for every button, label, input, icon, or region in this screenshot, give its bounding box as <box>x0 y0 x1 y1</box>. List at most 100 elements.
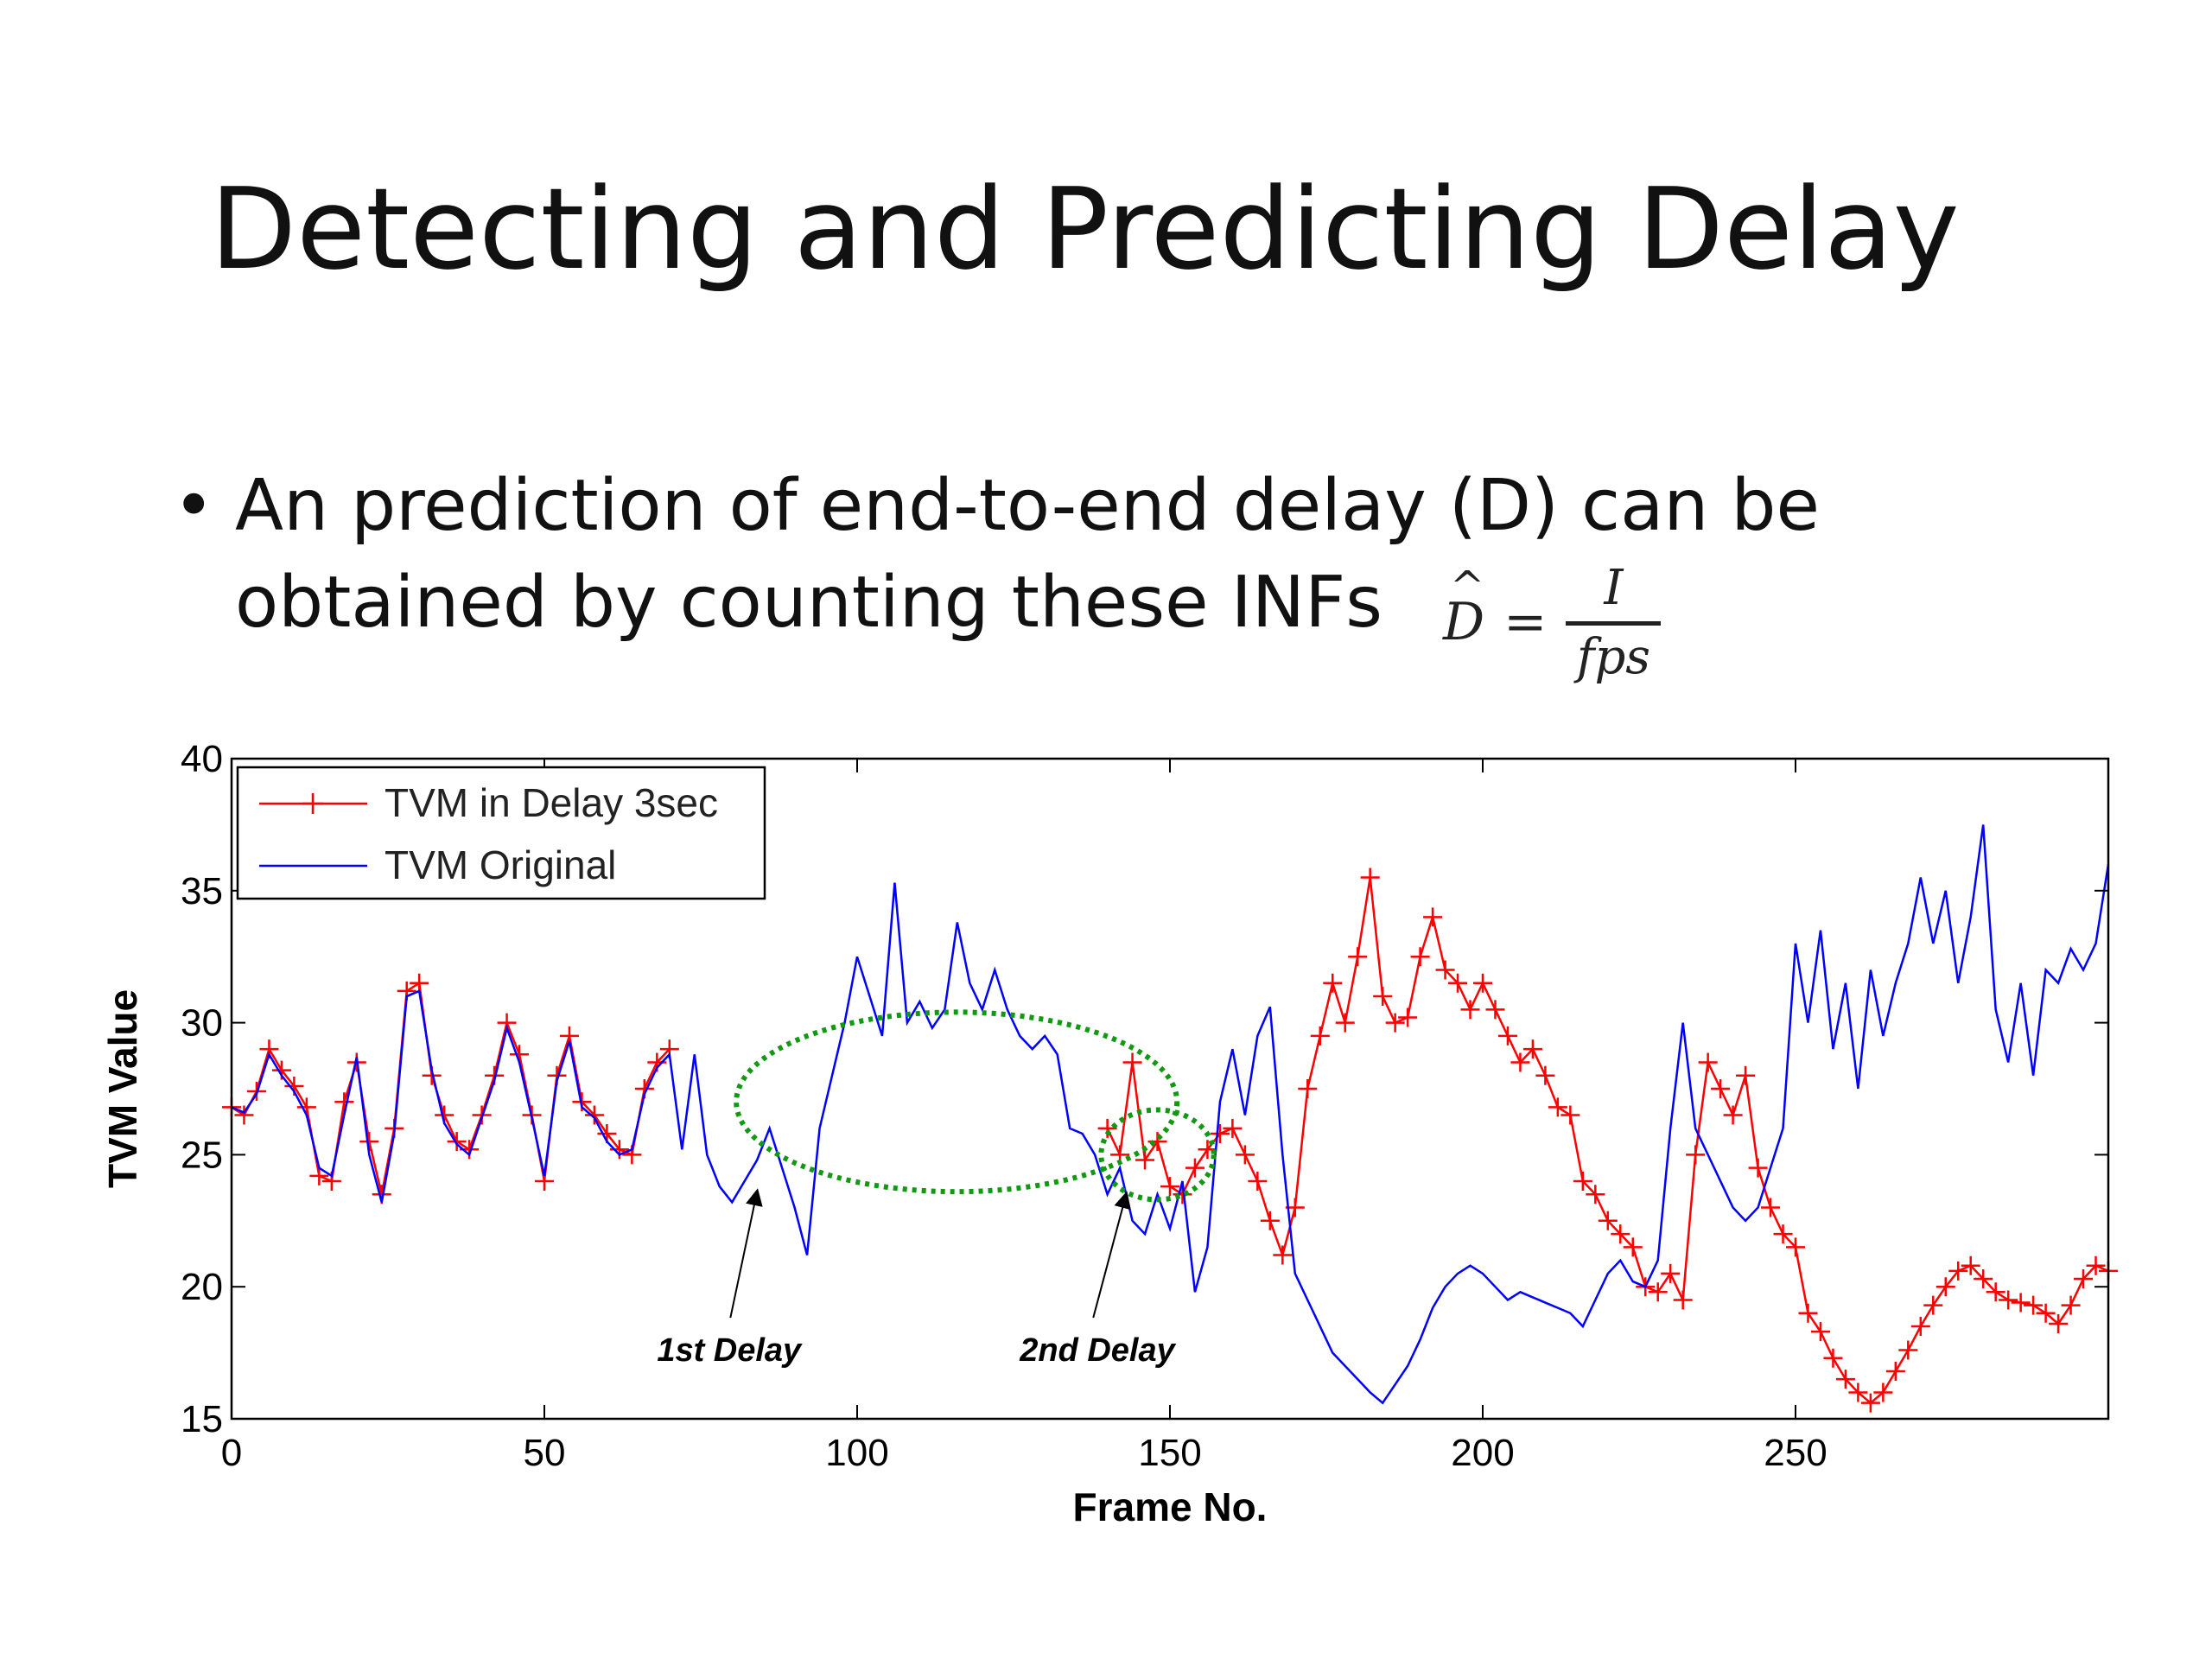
data-point-tvm-delay-97 <box>1860 1393 1880 1413</box>
x-tick-label-0: 0 <box>221 1432 242 1474</box>
data-point-tvm-delay-47 <box>1235 1145 1255 1165</box>
data-point-tvm-delay-54 <box>1323 973 1343 993</box>
data-point-tvm-delay-53 <box>1310 1026 1330 1046</box>
data-point-tvm-delay-45 <box>1210 1123 1230 1143</box>
data-point-tvm-delay-48 <box>1248 1171 1268 1191</box>
data-point-tvm-delay-115 <box>2086 1255 2106 1275</box>
data-point-tvm-delay-55 <box>1335 1013 1355 1033</box>
data-point-tvm-delay-90 <box>1773 1224 1793 1244</box>
data-point-tvm-delay-95 <box>1835 1370 1855 1389</box>
data-point-tvm-delay-68 <box>1497 1026 1517 1046</box>
data-point-tvm-delay-31 <box>609 1140 629 1160</box>
formula-fraction-bar <box>1566 620 1662 626</box>
data-point-tvm-delay-44 <box>1198 1140 1217 1160</box>
formula-equals: = <box>1503 592 1548 652</box>
data-point-tvm-delay-93 <box>1810 1322 1830 1342</box>
data-point-tvm-delay-7 <box>309 1166 329 1185</box>
data-point-tvm-delay-46 <box>1223 1118 1243 1138</box>
data-point-tvm-delay-15 <box>410 973 429 993</box>
series-tvm-original <box>231 824 2110 1405</box>
data-point-tvm-delay-81 <box>1661 1263 1681 1283</box>
data-point-tvm-delay-112 <box>2049 1313 2069 1333</box>
y-tick-label-40: 40 <box>181 738 223 780</box>
formula-lhs: ^ D <box>1443 563 1485 652</box>
series-line-tvm-original <box>231 824 2110 1405</box>
data-point-tvm-delay-38 <box>1122 1052 1142 1072</box>
data-point-tvm-delay-65 <box>1460 1000 1480 1020</box>
data-point-tvm-delay-108 <box>1999 1290 2018 1310</box>
bullet-dot: • <box>173 465 215 547</box>
data-point-tvm-delay-43 <box>1185 1158 1205 1178</box>
data-point-tvm-delay-114 <box>2074 1269 2094 1289</box>
y-tick-label-35: 35 <box>181 870 223 912</box>
y-tick-label-30: 30 <box>181 1002 223 1045</box>
delay-annotations: 1st Delay 2nd Delay <box>657 1009 1217 1369</box>
data-point-tvm-delay-64 <box>1448 973 1468 993</box>
data-point-tvm-delay-63 <box>1435 960 1455 980</box>
data-point-tvm-delay-66 <box>1473 973 1492 993</box>
delay-label-2: 2nd Delay <box>1019 1332 1176 1369</box>
data-point-tvm-delay-73 <box>1560 1105 1580 1125</box>
data-point-tvm-delay-18 <box>447 1132 467 1152</box>
data-point-tvm-delay-82 <box>1673 1290 1693 1310</box>
data-point-tvm-delay-110 <box>2024 1295 2044 1315</box>
y-tick-label-20: 20 <box>181 1266 223 1308</box>
data-point-tvm-delay-84 <box>1698 1052 1718 1072</box>
formula-lhs-symbol: D <box>1443 592 1485 652</box>
data-point-tvm-delay-96 <box>1848 1382 1868 1402</box>
data-point-tvm-delay-103 <box>1936 1277 1955 1297</box>
data-point-tvm-delay-60 <box>1398 1007 1418 1027</box>
data-point-tvm-delay-52 <box>1298 1079 1318 1098</box>
chart-axes: 0 50 100 150 200 250 15 20 25 30 35 40 Frame No. TVM … <box>100 738 2110 1529</box>
y-axis-label: TVM Value <box>100 989 145 1188</box>
data-point-tvm-delay-1 <box>234 1105 254 1125</box>
bullet-line-2: obtained by counting these INFs <box>235 562 1383 644</box>
x-tick-label-50: 50 <box>524 1432 566 1474</box>
x-axis-label: Frame No. <box>1073 1484 1268 1529</box>
data-point-tvm-delay-104 <box>1948 1261 1968 1281</box>
data-point-tvm-delay-36 <box>1097 1118 1117 1138</box>
data-point-tvm-delay-85 <box>1711 1079 1731 1098</box>
data-point-tvm-delay-100 <box>1898 1340 1918 1360</box>
data-point-tvm-delay-69 <box>1510 1052 1530 1072</box>
legend-label-2: TVM Original <box>385 842 616 887</box>
data-point-tvm-delay-75 <box>1586 1185 1605 1205</box>
series-line-tvm-delay-segment-1 <box>231 981 671 1195</box>
data-point-tvm-delay-89 <box>1761 1198 1781 1217</box>
data-point-tvm-delay-77 <box>1611 1224 1630 1244</box>
delay-formula: ^ D = I fps <box>1443 553 1662 691</box>
data-point-tvm-delay-107 <box>1986 1282 2005 1302</box>
data-point-tvm-delay-70 <box>1522 1039 1542 1059</box>
x-tick-label-200: 200 <box>1451 1432 1514 1474</box>
data-point-tvm-delay-59 <box>1385 1013 1405 1033</box>
delay-ellipse-1 <box>734 1009 1180 1195</box>
data-point-tvm-delay-83 <box>1686 1145 1706 1165</box>
data-point-tvm-delay-58 <box>1373 987 1393 1007</box>
data-point-tvm-delay-74 <box>1573 1171 1592 1191</box>
data-point-tvm-delay-99 <box>1885 1361 1905 1381</box>
data-point-tvm-delay-39 <box>1135 1150 1155 1170</box>
formula-fraction: I fps <box>1566 560 1662 685</box>
data-point-tvm-delay-29 <box>584 1105 604 1125</box>
formula-denominator: fps <box>1576 628 1651 685</box>
slide-title: Detecting and Predicting Delay <box>210 163 1960 295</box>
data-point-tvm-delay-57 <box>1360 868 1380 887</box>
data-point-tvm-delay-106 <box>1974 1269 1993 1289</box>
data-point-tvm-delay-92 <box>1798 1303 1818 1323</box>
data-point-tvm-delay-76 <box>1598 1211 1618 1230</box>
delay-ellipse-2 <box>1098 1107 1217 1203</box>
data-point-tvm-delay-9 <box>334 1092 354 1112</box>
data-point-tvm-delay-87 <box>1736 1065 1756 1085</box>
data-point-tvm-delay-88 <box>1748 1158 1768 1178</box>
data-point-tvm-delay-111 <box>2036 1303 2056 1323</box>
x-tick-label-100: 100 <box>825 1432 888 1474</box>
data-point-tvm-delay-41 <box>1160 1177 1179 1197</box>
legend-marker-1 <box>302 793 323 814</box>
legend-label-1: TVM in Delay 3sec <box>385 780 718 825</box>
data-point-tvm-delay-101 <box>1910 1317 1930 1337</box>
data-point-tvm-delay-113 <box>2061 1295 2081 1315</box>
data-point-tvm-delay-72 <box>1548 1097 1567 1117</box>
formula-hat: ^ <box>1450 563 1485 611</box>
data-point-tvm-delay-62 <box>1423 907 1443 927</box>
